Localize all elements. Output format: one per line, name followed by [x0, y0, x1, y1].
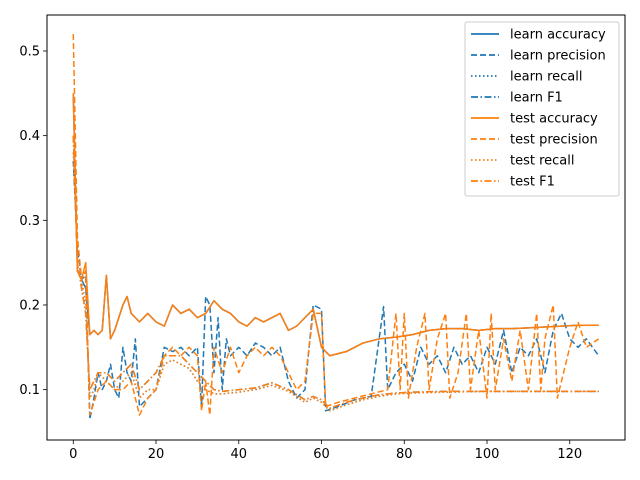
y-axis: 0.1 0.2 0.3 0.4 0.5 — [19, 44, 47, 398]
series-line-test-recall — [72, 152, 599, 412]
series-line-test-f1 — [72, 135, 599, 409]
legend-box — [464, 21, 620, 197]
plot-area — [46, 14, 626, 441]
legend-label: test precision — [510, 133, 598, 148]
legend-label: test F1 — [510, 175, 555, 190]
series-line-learn-precision — [72, 161, 600, 421]
series-line-test-accuracy — [72, 93, 599, 357]
x-tick-label: 100 — [475, 447, 500, 462]
legend-label: learn precision — [510, 49, 606, 64]
x-tick-label: 20 — [148, 447, 165, 462]
legend-label: learn F1 — [510, 91, 563, 106]
x-tick-label: 60 — [313, 447, 330, 462]
y-tick-label: 0.4 — [19, 129, 40, 144]
x-axis: 0 20 40 60 80 100 120 — [69, 440, 582, 462]
y-tick-label: 0.3 — [19, 214, 40, 229]
legend-label: test accuracy — [510, 112, 598, 127]
y-tick-label: 0.5 — [19, 44, 40, 59]
axes-frame — [46, 14, 626, 441]
y-tick-label: 0.1 — [19, 383, 40, 398]
legend-label: learn accuracy — [510, 28, 606, 43]
x-tick-label: 80 — [396, 447, 413, 462]
x-tick-label: 40 — [230, 447, 247, 462]
legend-label: learn recall — [510, 70, 582, 85]
x-tick-label: 120 — [557, 447, 582, 462]
legend: learn accuracy learn precision learn recal… — [464, 21, 620, 197]
legend-label: test recall — [510, 154, 575, 169]
series-layer — [72, 34, 600, 421]
x-tick-label: 0 — [69, 447, 77, 462]
y-tick-label: 0.2 — [19, 298, 40, 313]
